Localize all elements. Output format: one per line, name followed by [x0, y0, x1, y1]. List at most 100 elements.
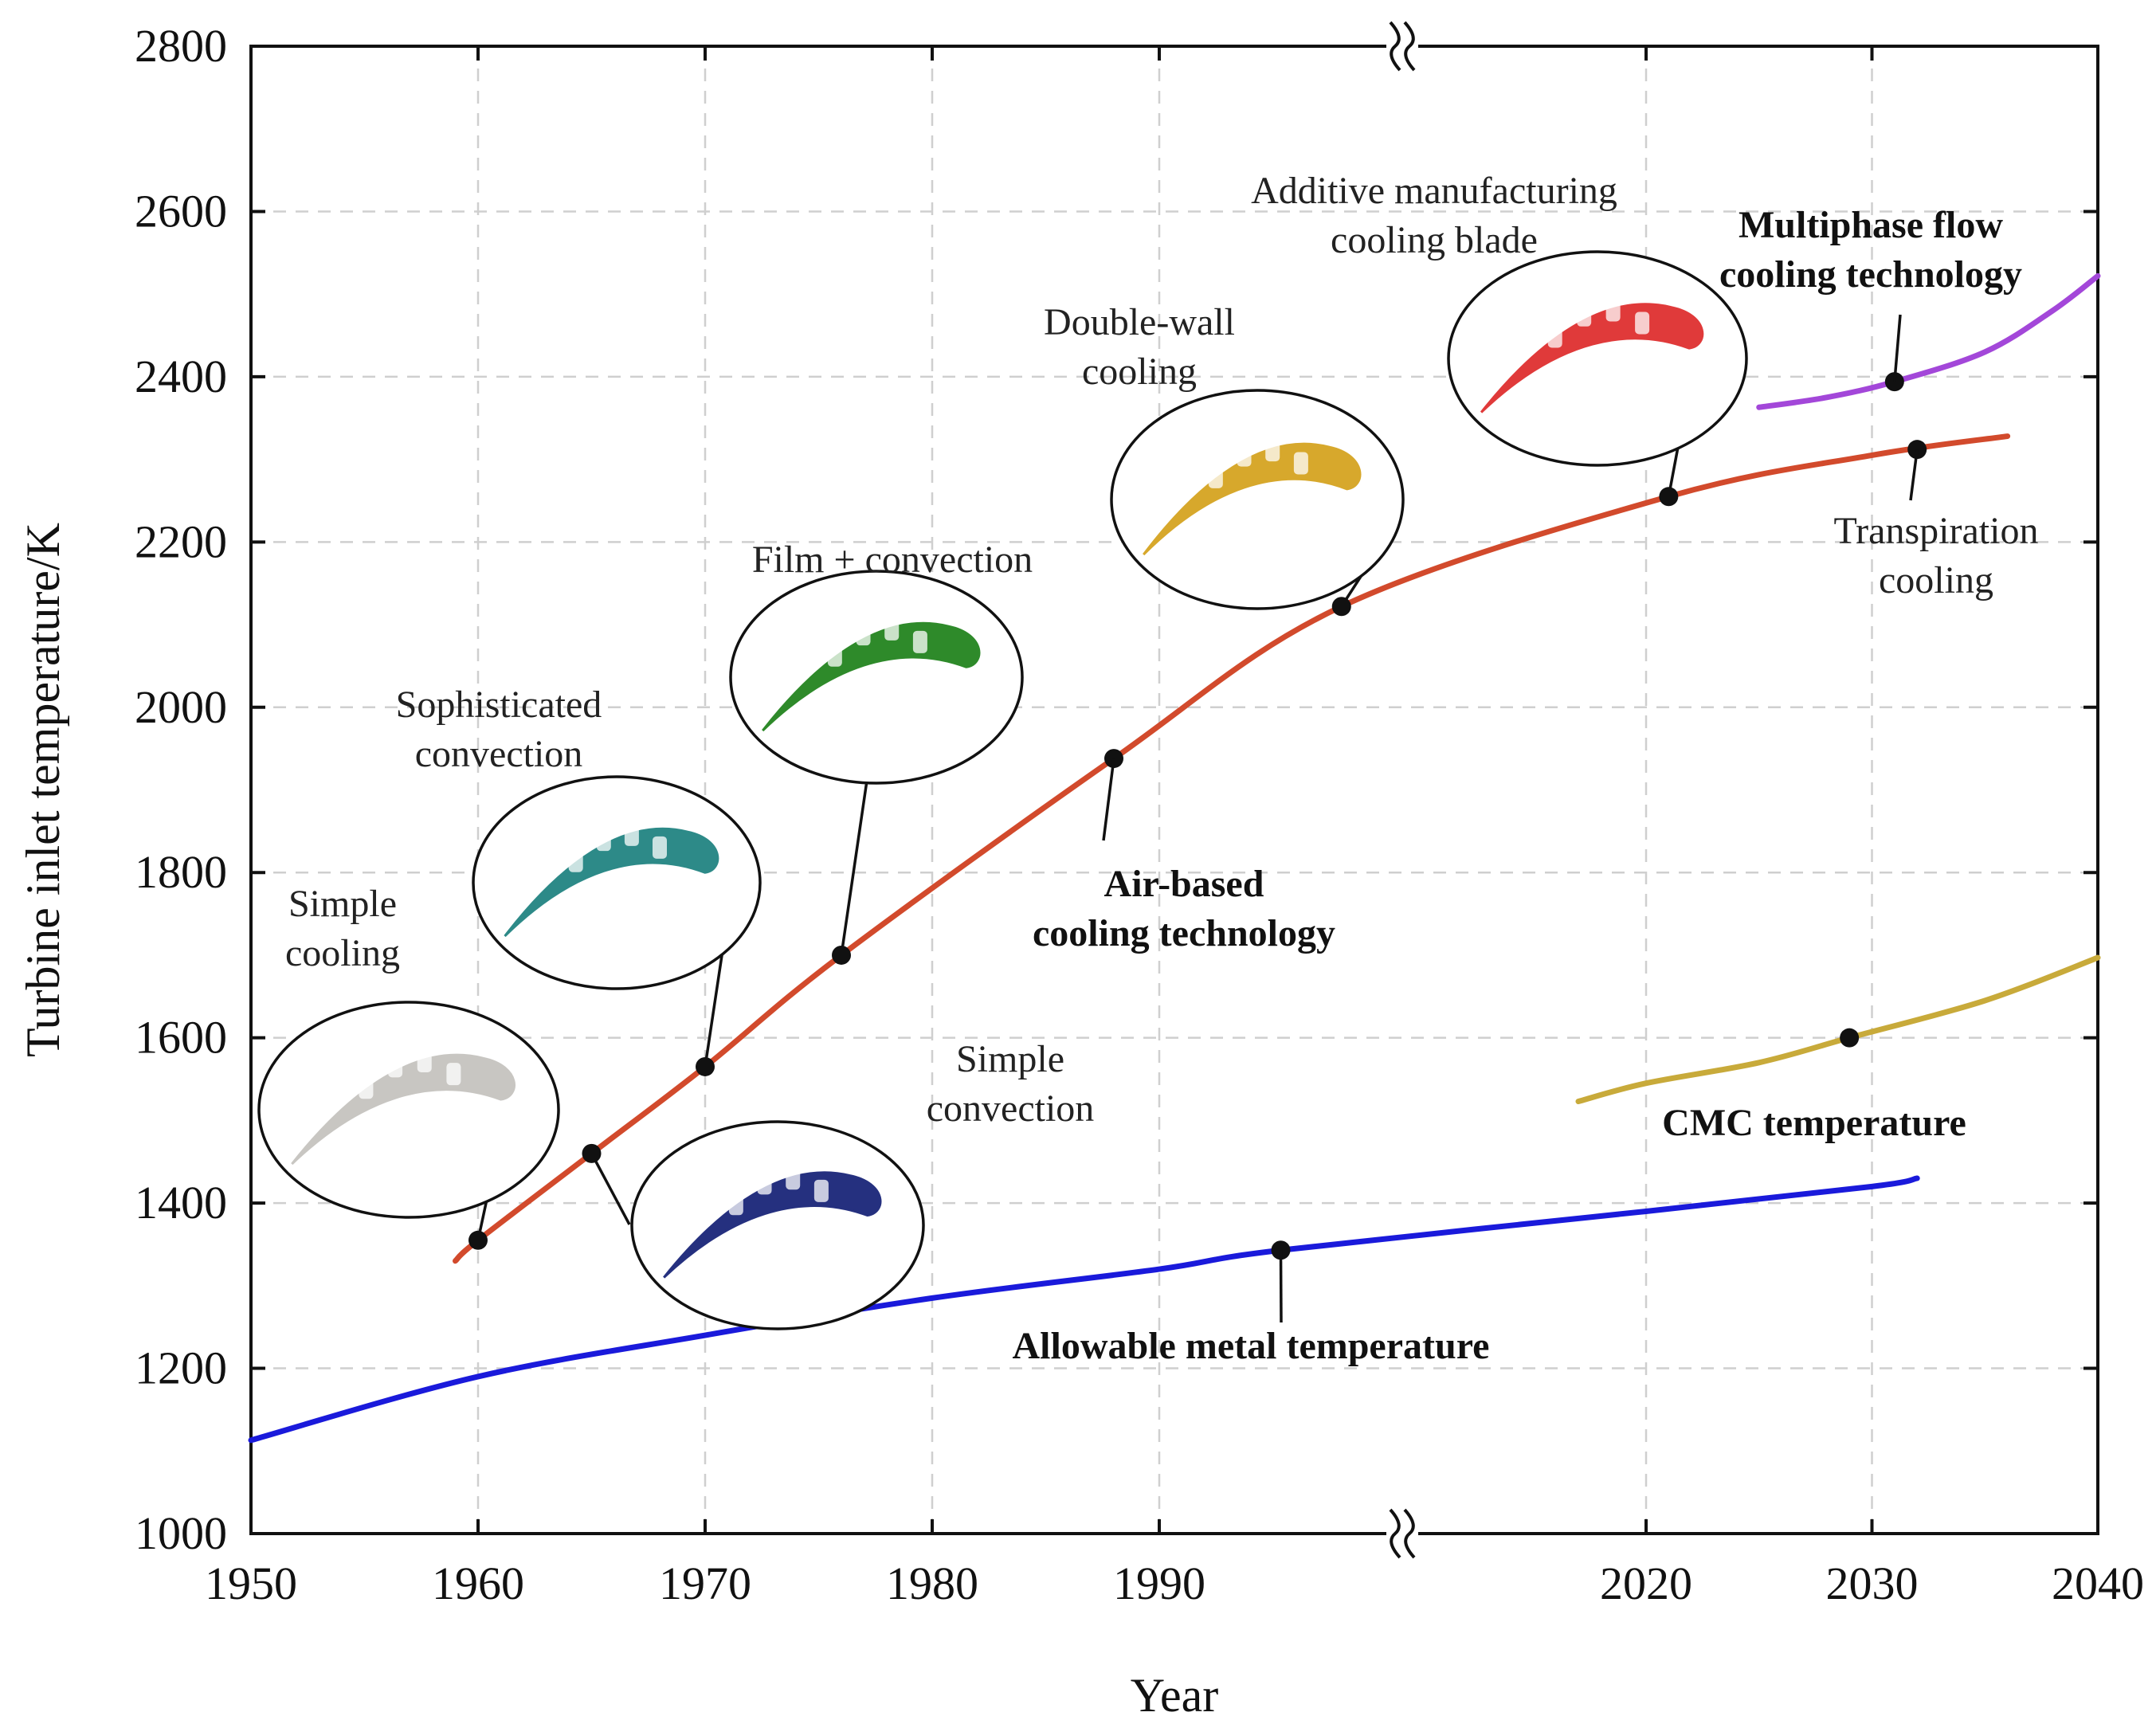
air-based-label: Air-based cooling technology	[1033, 863, 1335, 954]
axis-break-mark	[1389, 1508, 1401, 1559]
cooling-channel-icon	[359, 1076, 374, 1099]
transpiration-leader	[1909, 449, 1919, 501]
blade-label-line: Sophisticated	[396, 684, 602, 726]
y-axis-title: Turbine inlet temperature/K	[17, 523, 69, 1057]
x-tick-label: 2030	[1826, 1557, 1919, 1609]
cooling-channel-icon	[1577, 304, 1592, 327]
blade-label: Additive manufacturing cooling blade	[1251, 170, 1617, 261]
cooling-channel-icon	[1237, 444, 1252, 467]
blade-label: Simple convection	[927, 1038, 1095, 1130]
cooling-channel-icon	[813, 1179, 829, 1202]
blade-label-line: convection	[927, 1087, 1095, 1130]
blade-leader	[704, 944, 725, 1068]
cooling-channel-icon	[568, 849, 583, 872]
multiphase-leader	[1893, 314, 1902, 382]
blade-label-line: cooling	[1082, 351, 1197, 393]
axes: 1000 1200 1400 1600 1800 2000 2200 2400 2600 2800…	[17, 20, 2144, 1722]
cooling-channel-icon	[1265, 439, 1280, 462]
axis-break-mark	[1403, 1508, 1416, 1559]
blade-bubble	[1110, 389, 1405, 610]
cmc-label: CMC temperature	[1662, 1102, 1966, 1144]
series-marker-0	[696, 1056, 715, 1076]
cooling-channel-icon	[728, 1193, 743, 1216]
metal-label: Allowable metal temperature	[1013, 1325, 1490, 1367]
blade-label-line: Simple	[956, 1038, 1064, 1080]
cooling-channel-icon	[596, 829, 611, 852]
x-tick-label: 1990	[1113, 1557, 1205, 1609]
blade-label-line: Additive manufacturing	[1251, 170, 1617, 212]
blade-label: Sophisticated convection	[396, 684, 602, 775]
metal-label-line: Allowable metal temperature	[1013, 1325, 1490, 1367]
axis-break	[1386, 19, 1418, 1561]
x-tick-label: 2020	[1600, 1557, 1692, 1609]
axis-break-gap	[1386, 19, 1418, 73]
y-tick-label: 1000	[135, 1507, 227, 1559]
blade-label-line: cooling	[285, 932, 400, 974]
blade-label-line: Double-wall	[1044, 301, 1235, 343]
axis-break-mark	[1403, 21, 1416, 72]
cooling-channel-icon	[388, 1055, 403, 1078]
x-tick-label: 2040	[2052, 1557, 2144, 1609]
cooling-channel-icon	[856, 623, 871, 646]
cooling-channel-icon	[1635, 311, 1650, 335]
air-based-label-line: Air-based	[1104, 863, 1264, 905]
multiphase-label-line: Multiphase flow	[1739, 204, 2003, 246]
y-tick-label: 2200	[135, 515, 227, 567]
cooling-channel-icon	[1208, 465, 1223, 488]
blade-label-line: Film + convection	[752, 539, 1033, 581]
blade-bubble	[729, 570, 1024, 785]
cooling-channel-icon	[1547, 325, 1562, 348]
transpiration-label-line: Transpiration	[1834, 510, 2039, 552]
blade-bubble	[472, 775, 762, 990]
y-tick-label: 1200	[135, 1342, 227, 1394]
cooling-channel-icon	[1293, 452, 1308, 475]
x-tick-label: 1950	[205, 1557, 297, 1609]
cooling-channel-icon	[884, 617, 900, 641]
cooling-channel-icon	[912, 630, 927, 653]
cooling-channel-icon	[786, 1167, 801, 1190]
cooling-channel-icon	[1605, 299, 1621, 322]
series-marker-0	[832, 945, 851, 965]
series-line-3	[1756, 272, 2101, 410]
air-based-leader	[1102, 758, 1115, 841]
blade-bubble	[257, 1001, 560, 1219]
blade-bubbles	[257, 250, 1748, 1330]
blade-bubble	[630, 1120, 925, 1330]
series-marker-0	[1659, 487, 1679, 507]
axis-break-gap	[1386, 1507, 1418, 1561]
y-tick-label: 2800	[135, 20, 227, 72]
y-tick-label: 2400	[135, 351, 227, 402]
series-line-1	[248, 1175, 1920, 1444]
y-tick-label: 2600	[135, 185, 227, 237]
metal-leader	[1279, 1250, 1283, 1323]
blade-label: Simple cooling	[285, 883, 400, 974]
y-tick-label: 2000	[135, 681, 227, 733]
y-tick-label: 1400	[135, 1177, 227, 1228]
multiphase-label-line: cooling technology	[1719, 253, 2022, 296]
x-tick-label: 1980	[886, 1557, 978, 1609]
blade-leader	[840, 780, 868, 956]
cooling-channel-icon	[417, 1050, 432, 1073]
blade-label-line: Simple	[288, 883, 397, 925]
series-line-2	[1575, 954, 2101, 1105]
cooling-channel-icon	[757, 1172, 772, 1195]
blade-label-line: cooling blade	[1331, 219, 1538, 261]
cooling-channel-icon	[624, 823, 639, 846]
blade-label: Double-wall cooling	[1044, 301, 1235, 393]
y-tick-label: 1600	[135, 1012, 227, 1064]
cmc-label-line: CMC temperature	[1662, 1102, 1966, 1144]
multiphase-label: Multiphase flow cooling technology	[1719, 204, 2022, 296]
series-marker-0	[1331, 597, 1351, 617]
blade-label-line: convection	[415, 733, 583, 775]
plot-frame	[249, 45, 2099, 1535]
cooling-channel-icon	[827, 644, 842, 667]
blade-label: Film + convection	[752, 539, 1033, 581]
transpiration-label-line: cooling	[1879, 559, 1993, 601]
blade-leader	[590, 1153, 631, 1225]
cooling-channel-icon	[653, 836, 667, 859]
series-marker-0	[582, 1143, 602, 1163]
series-marker-2	[1840, 1028, 1860, 1048]
annotations: Air-based cooling technology Allowable met…	[285, 170, 2038, 1367]
air-based-label-line: cooling technology	[1033, 912, 1335, 954]
